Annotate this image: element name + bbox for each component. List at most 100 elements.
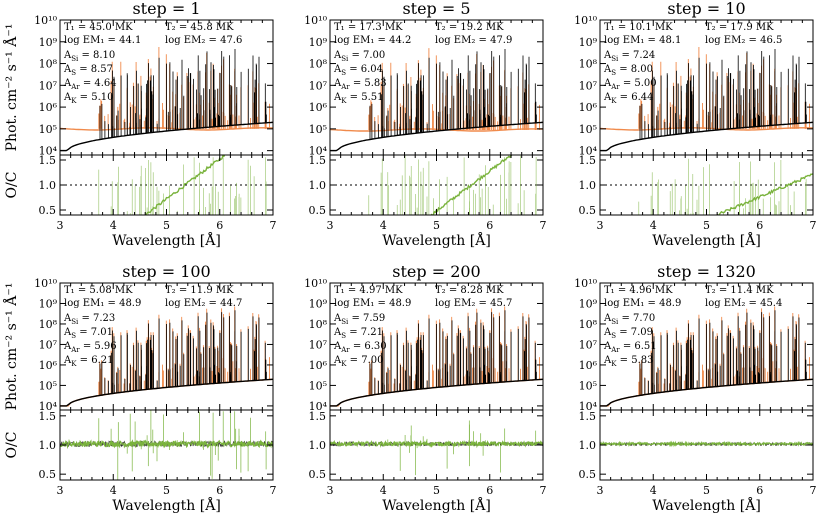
y-tick-label: 10⁹ bbox=[579, 297, 598, 310]
x-tick-label: 4 bbox=[650, 484, 657, 497]
x-tick-label: 5 bbox=[163, 219, 170, 232]
param-aar: AAr = 5.00 bbox=[603, 78, 657, 91]
ratio-curve bbox=[330, 439, 543, 449]
param-aar: AAr = 6.30 bbox=[333, 341, 387, 354]
y-tick-label: 10⁵ bbox=[579, 379, 597, 392]
param-t2: T₂ = 19.2 MK bbox=[435, 22, 504, 33]
param-em2: log EM₂ = 45.4 bbox=[705, 298, 782, 309]
x-tick-label: 3 bbox=[327, 219, 334, 232]
ratio-tick-label: 1.0 bbox=[309, 439, 327, 452]
y-tick-label: 10⁵ bbox=[309, 123, 327, 136]
spectrum-area bbox=[600, 306, 813, 407]
param-ak: AK = 5.51 bbox=[333, 92, 383, 105]
ratio-spikes bbox=[98, 157, 267, 215]
param-as: AS = 7.01 bbox=[63, 327, 113, 340]
y-tick-label: 10⁶ bbox=[579, 359, 598, 372]
param-t1: T₁ = 17.3 MK bbox=[334, 22, 403, 33]
param-em1: log EM₁ = 48.9 bbox=[604, 298, 681, 309]
x-axis-label: Wavelength [Å] bbox=[112, 231, 221, 249]
y-tick-label: 10¹⁰ bbox=[574, 277, 597, 290]
y-tick-label: 10⁶ bbox=[39, 359, 58, 372]
y-tick-label: 10⁹ bbox=[39, 36, 58, 49]
param-t1: T₁ = 4.97 MK bbox=[334, 285, 403, 296]
y-tick-label: 10⁷ bbox=[39, 338, 58, 351]
y-tick-label: 10⁸ bbox=[579, 58, 598, 71]
param-as: AS = 8.57 bbox=[63, 64, 113, 77]
y-tick-label: 10⁸ bbox=[309, 58, 328, 71]
y-tick-label: 10⁷ bbox=[579, 338, 598, 351]
y-tick-label: 10⁷ bbox=[39, 79, 58, 92]
ratio-tick-label: 1.5 bbox=[39, 410, 57, 423]
param-t2: T₂ = 17.9 MK bbox=[705, 22, 774, 33]
param-asi: ASi = 7.24 bbox=[603, 50, 655, 63]
panel-title: step = 200 bbox=[392, 262, 480, 281]
y-tick-label: 10⁷ bbox=[309, 79, 328, 92]
panel-1: step = 1 3 4 5 6 7 Wavelength [Å] 10⁴ 10⁵ 10⁶ 10⁷ 1… bbox=[2, 0, 277, 249]
param-em1: log EM₁ = 44.2 bbox=[334, 35, 411, 46]
x-tick-label: 5 bbox=[163, 484, 170, 497]
param-t2: T₂ = 45.8 MK bbox=[165, 22, 234, 33]
observed-lines bbox=[369, 310, 537, 396]
x-tick-label: 7 bbox=[540, 219, 547, 232]
param-t2: T₂ = 8.28 MK bbox=[435, 285, 504, 296]
ratio-tick-label: 1.0 bbox=[39, 439, 57, 452]
param-ak: AK = 6.44 bbox=[603, 92, 653, 105]
param-asi: ASi = 7.00 bbox=[333, 50, 385, 63]
param-t2: T₂ = 11.9 MK bbox=[165, 285, 234, 296]
ratio-spikes bbox=[638, 158, 807, 215]
ratio-spikes bbox=[368, 155, 537, 215]
x-tick-label: 6 bbox=[216, 219, 223, 232]
ratio-tick-label: 0.5 bbox=[39, 204, 57, 217]
y-tick-label: 10¹⁰ bbox=[304, 14, 327, 27]
ratio-tick-label: 1.5 bbox=[39, 154, 57, 167]
param-as: AS = 7.21 bbox=[333, 327, 383, 340]
ratio-curve bbox=[430, 155, 513, 215]
y-tick-label: 10⁹ bbox=[39, 297, 58, 310]
y-tick-label: 10⁶ bbox=[39, 101, 58, 114]
param-t1: T₁ = 5.08 MK bbox=[64, 285, 133, 296]
ratio-curve bbox=[716, 173, 813, 215]
param-t1: T₁ = 10.1 MK bbox=[604, 22, 673, 33]
param-aar: AAr = 6.51 bbox=[603, 341, 657, 354]
param-as: AS = 8.00 bbox=[603, 64, 653, 77]
y-tick-label: 10⁸ bbox=[39, 58, 58, 71]
param-aar: AAr = 5.83 bbox=[333, 78, 387, 91]
panel-title: step = 5 bbox=[402, 0, 470, 18]
y-tick-label: 10⁴ bbox=[579, 145, 598, 158]
spectrum-area bbox=[330, 306, 543, 407]
ratio-tick-label: 1.5 bbox=[579, 410, 597, 423]
param-ak: AK = 7.00 bbox=[333, 355, 383, 368]
y-tick-label: 10⁸ bbox=[579, 318, 598, 331]
y-tick-label: 10⁷ bbox=[579, 79, 598, 92]
y-tick-label: 10⁵ bbox=[309, 379, 327, 392]
ratio-tick-label: 1.5 bbox=[309, 154, 327, 167]
panel-title: step = 100 bbox=[122, 262, 210, 281]
panel-title: step = 10 bbox=[667, 0, 745, 18]
y-tick-label: 10¹⁰ bbox=[574, 14, 597, 27]
y-tick-label: 10⁴ bbox=[579, 400, 598, 413]
ratio-area bbox=[60, 410, 273, 480]
x-tick-label: 3 bbox=[57, 219, 64, 232]
x-tick-label: 6 bbox=[216, 484, 223, 497]
x-tick-label: 4 bbox=[650, 219, 657, 232]
x-axis-label: Wavelength [Å] bbox=[112, 496, 221, 514]
spectrum-area bbox=[60, 306, 273, 407]
panel-6: step = 1320 3 4 5 6 7 Wavelength [Å] 10⁴ 10⁵ 10⁶ 1… bbox=[574, 262, 816, 514]
param-ak: AK = 5.83 bbox=[603, 355, 653, 368]
y-tick-label: 10⁴ bbox=[309, 145, 328, 158]
x-tick-label: 4 bbox=[110, 484, 117, 497]
x-tick-label: 3 bbox=[57, 484, 64, 497]
x-tick-label: 6 bbox=[756, 219, 763, 232]
panel-title: step = 1320 bbox=[657, 262, 756, 281]
param-asi: ASi = 7.59 bbox=[333, 313, 385, 326]
y-tick-label: 10⁹ bbox=[579, 36, 598, 49]
x-tick-label: 4 bbox=[380, 219, 387, 232]
ratio-tick-label: 1.5 bbox=[579, 154, 597, 167]
x-tick-label: 3 bbox=[597, 219, 604, 232]
y-tick-label: 10¹⁰ bbox=[34, 14, 57, 27]
observed-lines bbox=[639, 49, 807, 140]
ratio-tick-label: 0.5 bbox=[309, 204, 327, 217]
ratio-area bbox=[60, 155, 273, 215]
ratio-curve bbox=[60, 438, 273, 450]
